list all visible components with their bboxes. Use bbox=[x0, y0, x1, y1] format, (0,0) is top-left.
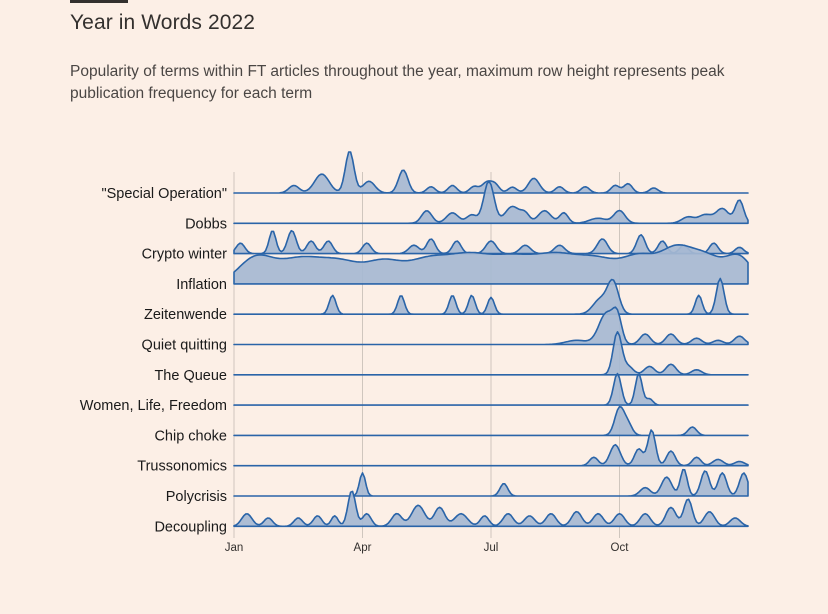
row-label: Trussonomics bbox=[137, 459, 227, 475]
row-label: Quiet quitting bbox=[142, 338, 227, 354]
ridge-11 bbox=[233, 490, 749, 528]
row-label: The Queue bbox=[154, 368, 227, 384]
row-label: Dobbs bbox=[185, 216, 227, 232]
x-tick-label: Jul bbox=[484, 542, 499, 554]
row-label: Polycrisis bbox=[166, 489, 227, 505]
ridge-7 bbox=[233, 372, 749, 406]
row-label: Decoupling bbox=[154, 519, 227, 535]
row-label: "Special Operation" bbox=[101, 186, 227, 202]
x-tick-label: Oct bbox=[611, 542, 630, 554]
ridge-2 bbox=[233, 229, 749, 255]
ridge-9 bbox=[233, 429, 749, 467]
top-accent-bar bbox=[70, 0, 128, 3]
ridge-8 bbox=[233, 405, 749, 437]
row-label: Inflation bbox=[176, 277, 227, 293]
ridge-1 bbox=[233, 180, 749, 225]
x-axis: Jan Apr Jul Oct bbox=[225, 542, 630, 554]
x-tick-label: Apr bbox=[354, 542, 372, 554]
gridlines bbox=[233, 172, 620, 538]
ridge-3 bbox=[233, 244, 749, 285]
chart-subtitle: Popularity of terms within FT articles t… bbox=[70, 63, 725, 102]
x-tick-label: Jan bbox=[225, 542, 244, 554]
row-label: Zeitenwende bbox=[144, 307, 227, 323]
chart-title: Year in Words 2022 bbox=[70, 11, 256, 34]
row-label: Chip choke bbox=[154, 428, 227, 444]
ridge-4 bbox=[233, 277, 749, 315]
ridge-6 bbox=[233, 331, 749, 376]
ridges bbox=[233, 151, 749, 528]
row-label: Women, Life, Freedom bbox=[80, 398, 227, 414]
row-label: Crypto winter bbox=[142, 247, 228, 263]
ridge-10 bbox=[233, 468, 749, 497]
row-labels: "Special Operation" Dobbs Crypto winter Inf… bbox=[80, 186, 227, 535]
